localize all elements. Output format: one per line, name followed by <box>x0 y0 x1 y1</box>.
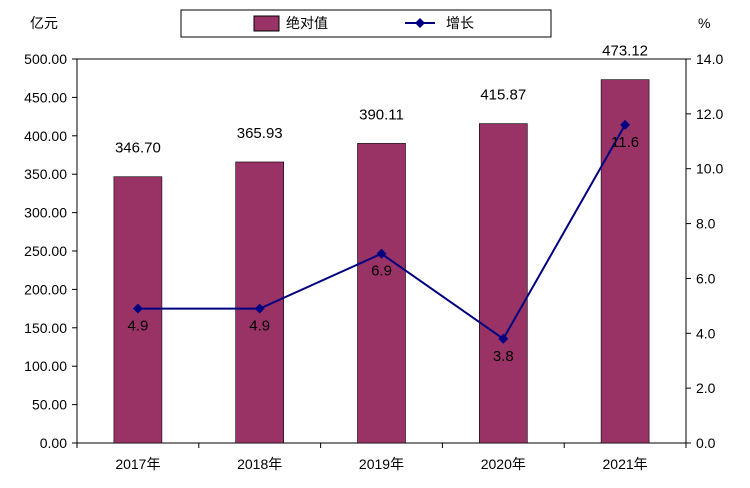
growth-value-label: 3.8 <box>493 348 514 365</box>
right-tick-label: 0.0 <box>696 435 716 451</box>
left-tick-label: 0.00 <box>40 435 67 451</box>
bar-value-label: 473.12 <box>602 43 648 60</box>
bar <box>235 161 284 444</box>
right-axis: 0.0 2.0 4.0 6.0 8.0 10.0 12.0 14.0 <box>686 51 723 451</box>
left-tick-label: 200.00 <box>24 281 67 297</box>
left-axis-unit: 亿元 <box>30 15 58 31</box>
bar-value-label: 390.11 <box>359 106 404 123</box>
legend-frame <box>180 9 552 38</box>
line-series: 4.9 4.9 6.9 3.8 11.6 <box>127 119 639 365</box>
left-tick-label: 500.00 <box>24 51 67 67</box>
bar-series <box>113 79 650 444</box>
left-tick-label: 100.00 <box>24 358 67 374</box>
bar <box>357 143 406 444</box>
left-tick-label: 50.00 <box>32 397 67 413</box>
bar-value-label: 346.70 <box>115 140 161 157</box>
x-tick-label: 2017年 <box>115 456 160 472</box>
left-tick-label: 400.00 <box>24 128 67 144</box>
growth-point <box>620 119 631 130</box>
right-tick-label: 4.0 <box>696 325 716 341</box>
left-tick-label: 350.00 <box>24 166 67 182</box>
left-tick-label: 300.00 <box>24 205 67 221</box>
right-tick-label: 8.0 <box>696 216 716 232</box>
growth-point <box>254 303 265 314</box>
growth-value-label: 4.9 <box>249 318 270 335</box>
legend-bar-swatch <box>253 15 280 32</box>
legend-line-marker <box>415 18 425 28</box>
x-tick-label: 2019年 <box>359 456 404 472</box>
growth-point <box>132 303 143 314</box>
right-tick-label: 10.0 <box>696 161 723 177</box>
growth-point <box>498 333 509 344</box>
x-tick-label: 2020年 <box>481 456 526 472</box>
bar-value-label: 415.87 <box>480 87 526 104</box>
bar <box>600 79 650 444</box>
right-tick-label: 12.0 <box>696 106 723 122</box>
growth-value-label: 6.9 <box>371 263 392 280</box>
legend-bar-label: 绝对值 <box>286 15 328 31</box>
right-tick-label: 2.0 <box>696 380 716 396</box>
x-tick-label: 2021年 <box>603 456 648 472</box>
growth-value-label: 4.9 <box>127 318 148 335</box>
bar-labels: 346.70 365.93 390.11 415.87 473.12 <box>115 43 648 157</box>
legend-line-label: 增长 <box>446 15 474 31</box>
left-tick-label: 450.00 <box>24 89 67 105</box>
bar <box>478 123 528 444</box>
left-axis: 0.00 50.00 100.00 150.00 200.00 250.00 300.00 3… <box>24 51 77 451</box>
x-tick-label: 2018年 <box>237 456 282 472</box>
right-tick-label: 6.0 <box>696 270 716 286</box>
growth-value-label: 11.6 <box>611 134 639 151</box>
left-tick-label: 150.00 <box>24 320 67 336</box>
x-axis: 2017年 2018年 2019年 2020年 2021年 <box>76 443 687 472</box>
legend: 绝对值 增长 <box>180 9 552 38</box>
right-axis-unit: % <box>698 15 710 31</box>
bar-value-label: 365.93 <box>237 125 283 142</box>
right-tick-label: 14.0 <box>696 51 723 67</box>
growth-point <box>376 248 387 259</box>
left-tick-label: 250.00 <box>24 243 67 259</box>
